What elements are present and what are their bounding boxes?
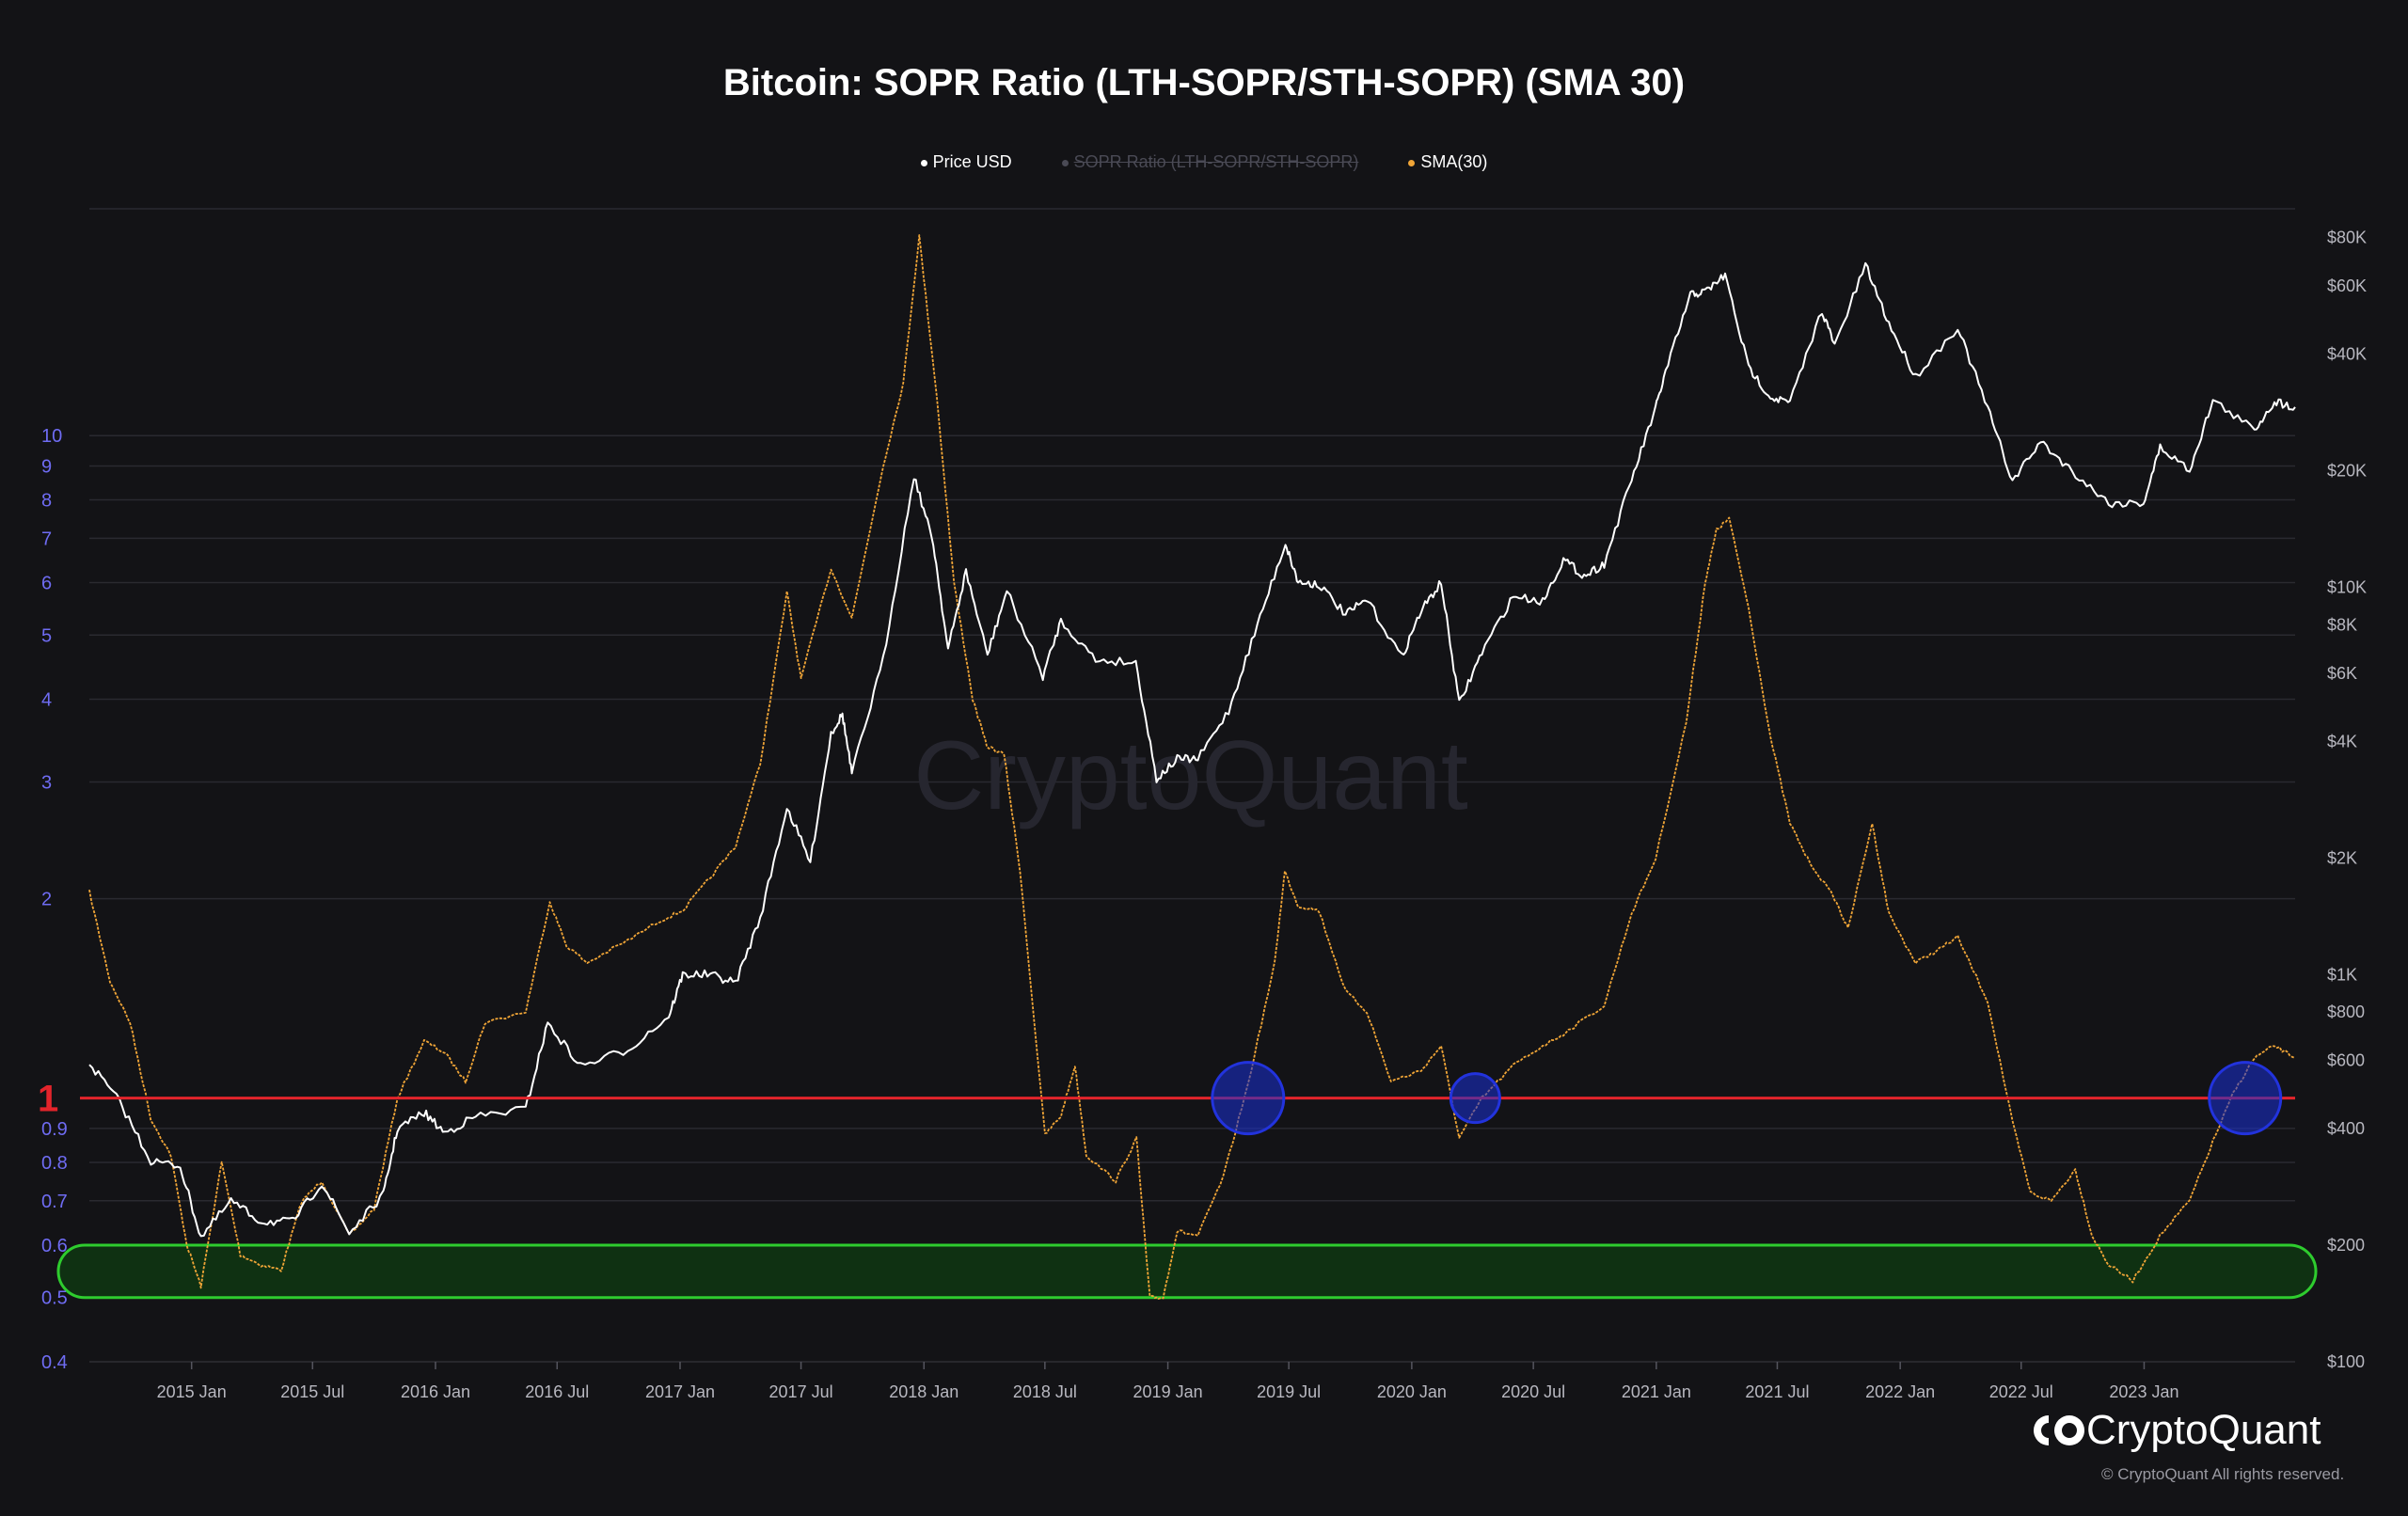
sma30-line <box>88 234 2296 1300</box>
right-tick-label-1k: $1K <box>2327 965 2357 984</box>
support-band-layer <box>56 1243 2318 1300</box>
watermark-text: CryptoQuant <box>913 721 1468 830</box>
left-tick-label-8: 8 <box>41 490 52 511</box>
legend-item-price[interactable]: Price USD <box>920 152 1012 172</box>
x-tick-label-2018-jan: 2018 Jan <box>889 1382 958 1401</box>
price-usd-line <box>88 261 2296 1238</box>
right-tick-label-8k: $8K <box>2327 615 2357 634</box>
right-tick-label-20k: $20K <box>2327 462 2367 481</box>
x-tick-label-2019-jan: 2019 Jan <box>1133 1382 1203 1401</box>
left-tick-label-0-8: 0.8 <box>41 1153 68 1174</box>
left-tick-label-7: 7 <box>41 529 52 549</box>
right-tick-label-6k: $6K <box>2327 664 2357 683</box>
left-tick-label-3: 3 <box>41 773 52 794</box>
right-tick-label-80k: $80K <box>2327 229 2367 247</box>
right-tick-label-600: $600 <box>2327 1051 2365 1070</box>
copyright-text: © CryptoQuant All rights reserved. <box>2101 1465 2345 1483</box>
legend-label-price: Price USD <box>932 152 1012 171</box>
highlight-circle-3 <box>2208 1061 2283 1136</box>
right-tick-label-800: $800 <box>2327 1003 2365 1021</box>
legend-item-sma30[interactable]: SMA(30) <box>1408 152 1487 172</box>
right-tick-label-10k: $10K <box>2327 578 2367 597</box>
price-series-layer <box>88 261 2296 1238</box>
left-tick-label-6: 6 <box>41 574 52 594</box>
right-tick-label-400: $400 <box>2327 1119 2365 1138</box>
x-tick-label-2022-jul: 2022 Jul <box>1989 1382 2053 1401</box>
cryptoquant-logo-icon <box>2034 1415 2084 1445</box>
left-tick-label-0-7: 0.7 <box>41 1192 68 1212</box>
x-tick-label-2018-jul: 2018 Jul <box>1013 1382 1077 1401</box>
left-tick-label-10: 10 <box>41 426 62 447</box>
left-axis: 0.4 0.5 0.6 0.7 0.8 0.91 2 3 4 5 6 7 8 9 10 <box>38 426 68 1373</box>
left-tick-label-5: 5 <box>41 625 52 646</box>
legend-dot-sma30 <box>1408 159 1416 166</box>
left-tick-label-0-5: 0.5 <box>41 1288 68 1309</box>
x-tick-label-2022-jan: 2022 Jan <box>1865 1382 1935 1401</box>
legend-dot-price <box>920 159 927 166</box>
left-tick-label-2: 2 <box>41 890 52 910</box>
left-tick-label-0-9: 0.9 <box>41 1119 68 1140</box>
right-axis: $100 $200 $400 $600 $800 $1K $2K $4K $6K $8K $10K $… <box>2327 229 2367 1371</box>
x-tick-label-2015-jul: 2015 Jul <box>280 1382 344 1401</box>
left-tick-label-9: 9 <box>41 456 52 477</box>
x-axis: 2015 Jan 2015 Jul 2016 Jan 2016 Jul 2017 Jan… <box>89 1361 2295 1401</box>
x-tick-label-2023-jan: 2023 Jan <box>2109 1382 2178 1401</box>
chart-title: Bitcoin: SOPR Ratio (LTH-SOPR/STH-SOPR) … <box>722 62 1686 103</box>
legend-label-sopr-ratio: SOPR Ratio (LTH-SOPR/STH-SOPR) <box>1073 152 1359 171</box>
x-tick-label-2019-jul: 2019 Jul <box>1257 1382 1321 1401</box>
x-tick-label-2017-jan: 2017 Jan <box>645 1382 715 1401</box>
x-tick-label-2020-jan: 2020 Jan <box>1377 1382 1447 1401</box>
right-tick-label-200: $200 <box>2327 1236 2365 1255</box>
right-tick-label-4k: $4K <box>2327 732 2357 750</box>
x-tick-label-2021-jan: 2021 Jan <box>1622 1382 1691 1401</box>
legend-label-sma30: SMA(30) <box>1420 152 1488 171</box>
legend-item-sopr-ratio[interactable]: SOPR Ratio (LTH-SOPR/STH-SOPR) <box>1061 152 1359 172</box>
x-tick-label-2016-jul: 2016 Jul <box>525 1382 589 1401</box>
x-tick-label-2017-jul: 2017 Jul <box>769 1382 833 1401</box>
left-tick-label-4: 4 <box>41 690 52 711</box>
x-tick-label-2020-jul: 2020 Jul <box>1501 1382 1565 1401</box>
right-tick-label-40k: $40K <box>2327 345 2367 364</box>
left-tick-label-0-6: 0.6 <box>41 1236 68 1256</box>
highlight-circle-2 <box>1449 1072 1501 1125</box>
brand-name: CryptoQuant <box>2086 1407 2321 1453</box>
support-band <box>56 1243 2318 1300</box>
left-tick-label-1: 1 <box>38 1079 58 1120</box>
right-tick-label-60k: $60K <box>2327 276 2367 295</box>
legend-dot-sopr-ratio <box>1061 159 1069 166</box>
left-tick-label-0-4: 0.4 <box>41 1352 68 1373</box>
annotation-layer <box>80 1061 2295 1136</box>
right-tick-label-100: $100 <box>2327 1352 2365 1371</box>
x-tick-label-2015-jan: 2015 Jan <box>157 1382 227 1401</box>
sma30-series-layer <box>88 234 2296 1300</box>
brand-logo: CryptoQuant <box>2032 1407 2321 1454</box>
chart-legend: Price USD SOPR Ratio (LTH-SOPR/STH-SOPR)… <box>0 152 2408 172</box>
x-tick-label-2021-jul: 2021 Jul <box>1745 1382 1809 1401</box>
right-tick-label-2k: $2K <box>2327 848 2357 867</box>
x-tick-label-2016-jan: 2016 Jan <box>401 1382 470 1401</box>
highlight-circle-1 <box>1211 1061 1286 1136</box>
